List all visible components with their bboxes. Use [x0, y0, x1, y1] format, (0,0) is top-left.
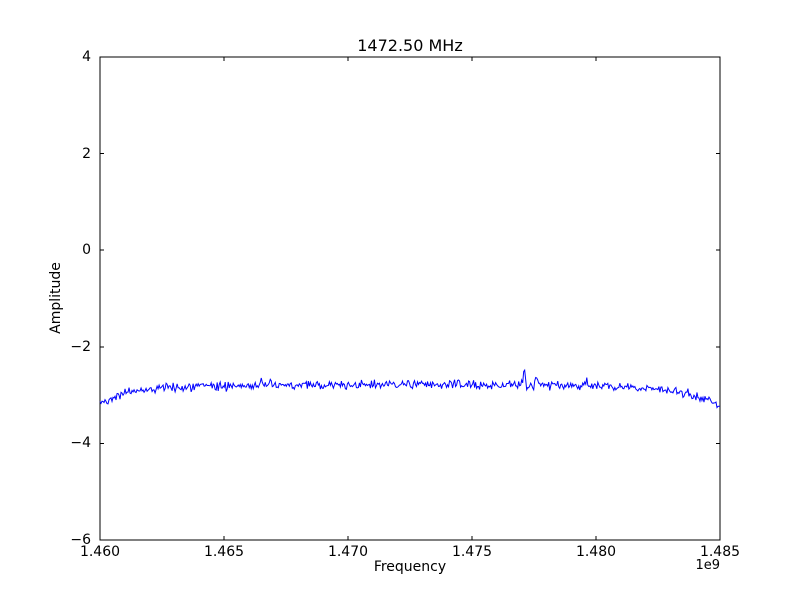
ytick-label-5: −6	[70, 532, 91, 548]
xtick-label-1: 1.465	[203, 544, 245, 560]
xtick-label-4: 1.480	[575, 544, 617, 560]
ytick-label-2: 0	[82, 242, 91, 259]
axes-frame	[99, 56, 721, 541]
x-axis-label: Frequency	[373, 559, 447, 575]
xtick-label-2: 1.470	[327, 544, 369, 560]
xtick-label-3: 1.475	[451, 544, 493, 560]
spectrum-line	[99, 368, 721, 409]
chart-title: 1472.50 MHz	[357, 36, 463, 55]
xtick-label-5: 1.485	[699, 544, 741, 560]
ytick-label-1: 2	[82, 145, 91, 162]
ytick-label-0: 4	[82, 49, 91, 65]
ytick-label-3: −2	[70, 338, 91, 355]
x-axis-offset-label: 1e9	[695, 558, 720, 573]
y-axis-label: Amplitude	[48, 262, 64, 334]
xtick-label-0: 1.460	[79, 544, 121, 560]
ytick-label-4: −4	[70, 435, 91, 452]
